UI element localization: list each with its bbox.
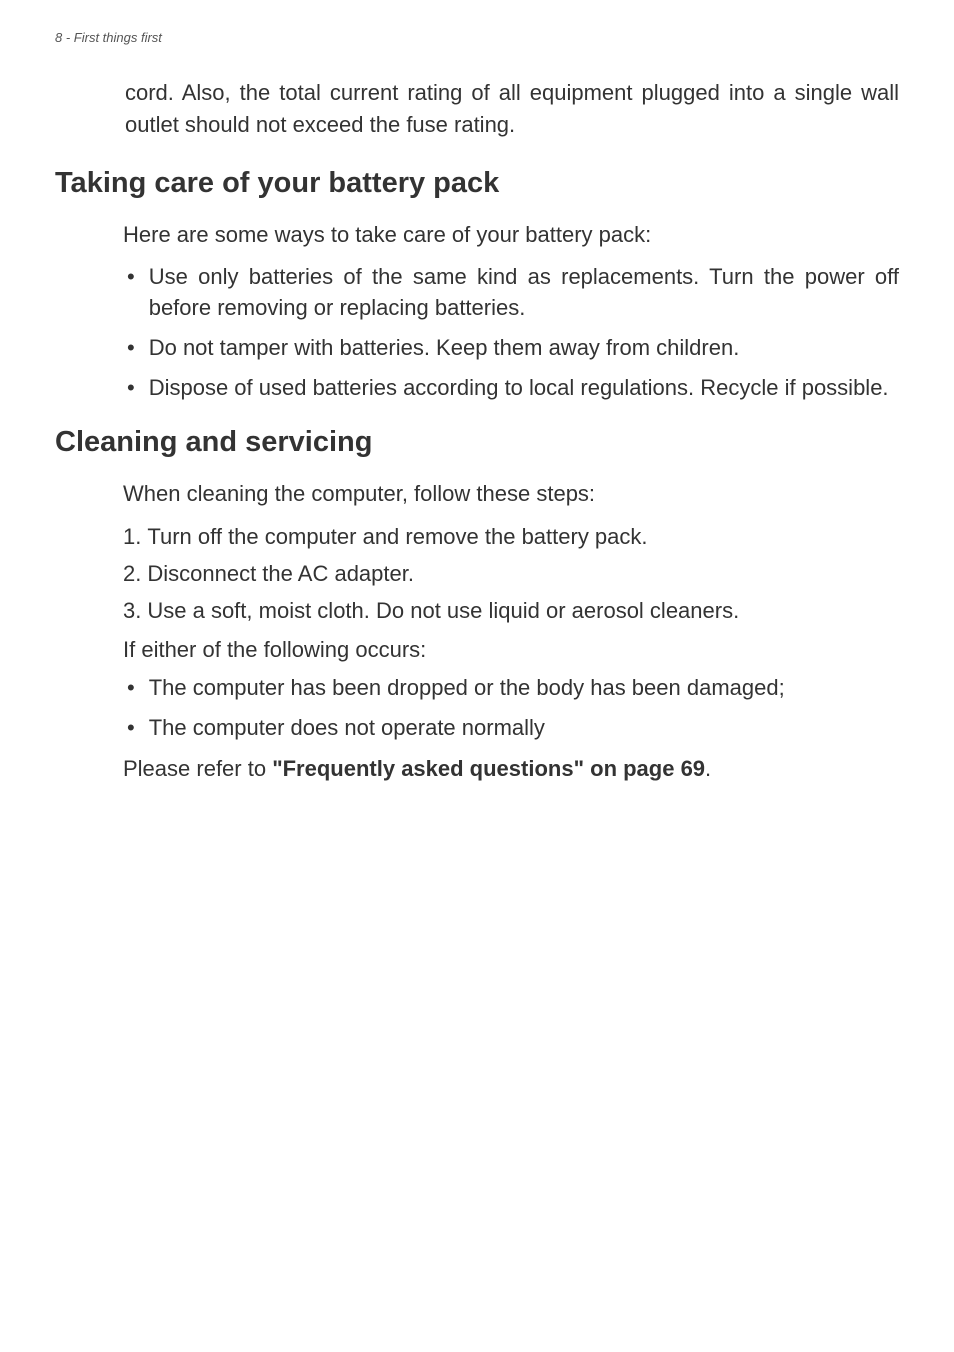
- refer-prefix: Please refer to: [123, 756, 272, 781]
- bullet-icon: •: [127, 332, 135, 364]
- step-text: Disconnect the AC adapter.: [147, 557, 414, 590]
- condition-intro: If either of the following occurs:: [123, 633, 899, 666]
- section-heading-battery: Taking care of your battery pack: [55, 167, 899, 200]
- cleaning-intro: When cleaning the computer, follow these…: [123, 479, 899, 510]
- bullet-text: Do not tamper with batteries. Keep them …: [149, 332, 899, 364]
- condition-bullet-list: • The computer has been dropped or the b…: [123, 672, 899, 744]
- list-item: 1. Turn off the computer and remove the …: [123, 520, 899, 553]
- list-item: • The computer does not operate normally: [123, 712, 899, 744]
- bullet-icon: •: [127, 672, 135, 704]
- step-text: Use a soft, moist cloth. Do not use liqu…: [147, 594, 739, 627]
- continuation-paragraph: cord. Also, the total current rating of …: [125, 77, 899, 141]
- list-item: 2. Disconnect the AC adapter.: [123, 557, 899, 590]
- number-marker: 3.: [123, 594, 141, 627]
- list-item: • Dispose of used batteries according to…: [123, 372, 899, 404]
- bullet-text: The computer does not operate normally: [149, 712, 899, 744]
- battery-intro: Here are some ways to take care of your …: [123, 220, 899, 251]
- step-text: Turn off the computer and remove the bat…: [147, 520, 647, 553]
- battery-bullet-list: • Use only batteries of the same kind as…: [123, 261, 899, 405]
- section-heading-cleaning: Cleaning and servicing: [55, 426, 899, 459]
- bullet-icon: •: [127, 372, 135, 404]
- refer-text: Please refer to "Frequently asked questi…: [123, 752, 899, 785]
- bullet-icon: •: [127, 261, 135, 325]
- refer-suffix: .: [705, 756, 711, 781]
- bullet-text: Use only batteries of the same kind as r…: [149, 261, 899, 325]
- refer-link[interactable]: "Frequently asked questions" on page 69: [272, 756, 705, 781]
- list-item: • Do not tamper with batteries. Keep the…: [123, 332, 899, 364]
- bullet-icon: •: [127, 712, 135, 744]
- cleaning-steps-list: 1. Turn off the computer and remove the …: [123, 520, 899, 627]
- page-header: 8 - First things first: [55, 30, 899, 45]
- number-marker: 1.: [123, 520, 141, 553]
- list-item: • Use only batteries of the same kind as…: [123, 261, 899, 325]
- bullet-text: The computer has been dropped or the bod…: [149, 672, 899, 704]
- number-marker: 2.: [123, 557, 141, 590]
- list-item: • The computer has been dropped or the b…: [123, 672, 899, 704]
- bullet-text: Dispose of used batteries according to l…: [149, 372, 899, 404]
- list-item: 3. Use a soft, moist cloth. Do not use l…: [123, 594, 899, 627]
